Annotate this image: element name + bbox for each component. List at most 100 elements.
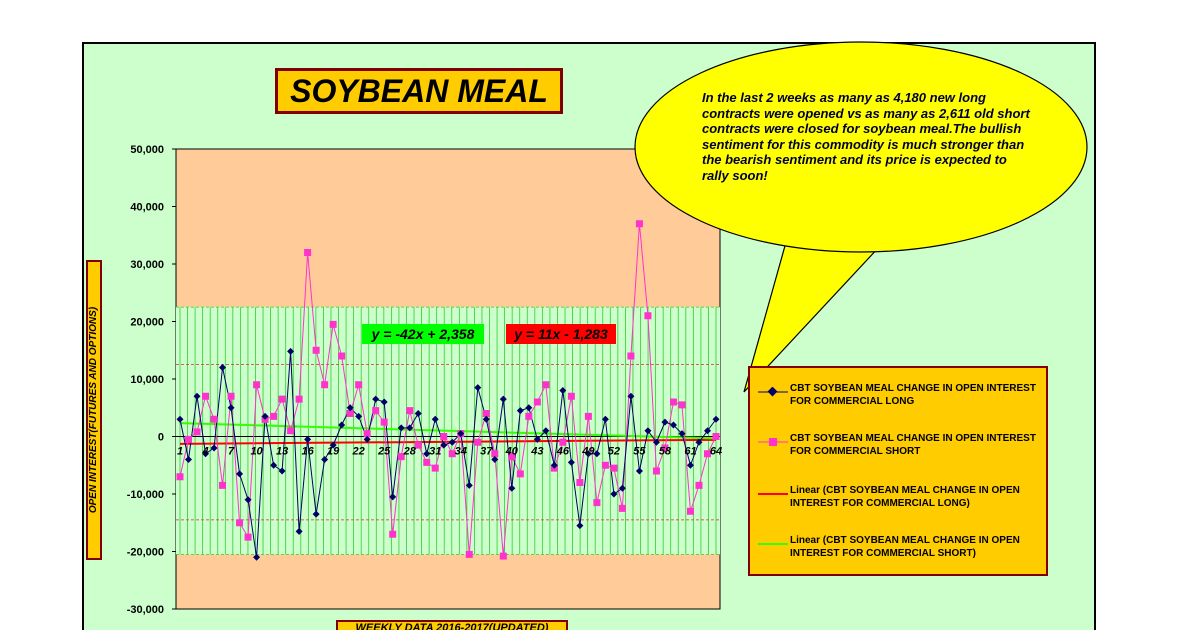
data-point-short bbox=[253, 381, 261, 389]
callout-joint bbox=[791, 228, 879, 246]
data-point-short bbox=[610, 464, 618, 472]
data-point-long bbox=[346, 404, 354, 412]
data-point-short bbox=[440, 433, 448, 440]
series-lines bbox=[179, 223, 717, 558]
data-point-short bbox=[346, 410, 354, 417]
legend-item-short: CBT SOYBEAN MEAL CHANGE IN OPEN INTEREST… bbox=[754, 432, 1044, 466]
y-axis-label: OPEN INTEREST(FUTURES AND OPTIONS) bbox=[86, 260, 102, 560]
data-point-long bbox=[185, 456, 193, 463]
data-point-long bbox=[261, 412, 269, 420]
data-point-short bbox=[516, 470, 524, 478]
y-tick-label: 50,000 bbox=[130, 144, 164, 156]
data-point-long bbox=[661, 418, 669, 426]
x-axis-label: WEEKLY DATA 2016-2017(UPDATED) bbox=[336, 620, 568, 630]
data-point-long bbox=[499, 395, 507, 403]
x-tick-label: 58 bbox=[659, 446, 672, 458]
y-tick-label: 10,000 bbox=[130, 374, 164, 386]
data-point-short bbox=[304, 249, 312, 256]
data-point-short bbox=[627, 352, 635, 360]
data-point-long bbox=[210, 444, 218, 452]
data-point-long bbox=[338, 421, 346, 429]
data-point-long bbox=[380, 398, 388, 406]
data-point-short bbox=[278, 395, 286, 403]
data-point-long bbox=[712, 415, 720, 423]
y-tick-label: 30,000 bbox=[130, 259, 164, 271]
data-point-long bbox=[618, 484, 626, 492]
data-point-short bbox=[295, 395, 303, 403]
data-point-short bbox=[559, 438, 567, 446]
x-tick-label: 34 bbox=[455, 446, 467, 458]
data-point-short bbox=[202, 392, 210, 400]
data-point-long bbox=[652, 438, 660, 446]
data-point-short bbox=[542, 381, 550, 389]
data-point-long bbox=[312, 510, 320, 518]
data-point-short bbox=[644, 312, 652, 320]
data-point-short bbox=[372, 407, 380, 415]
data-point-short bbox=[482, 410, 490, 417]
data-point-long bbox=[576, 522, 584, 530]
data-point-short bbox=[593, 499, 601, 507]
x-tick-label: 28 bbox=[403, 446, 417, 458]
x-tick-label: 43 bbox=[530, 446, 543, 458]
data-point-short bbox=[193, 428, 201, 436]
data-point-long bbox=[278, 467, 286, 475]
data-point-short bbox=[406, 407, 414, 415]
data-point-short bbox=[244, 533, 252, 541]
x-tick-label: 40 bbox=[505, 446, 519, 458]
data-point-long bbox=[584, 450, 592, 458]
series-markers bbox=[176, 220, 720, 561]
data-point-short bbox=[397, 453, 405, 461]
legend-key-short bbox=[758, 438, 788, 446]
data-point-long bbox=[253, 553, 261, 561]
data-point-long bbox=[550, 461, 558, 469]
data-point-short bbox=[329, 320, 337, 328]
data-point-long bbox=[423, 450, 431, 458]
legend-key-trend-short bbox=[758, 543, 788, 545]
callout-ellipse bbox=[634, 41, 1088, 253]
data-point-short bbox=[448, 450, 456, 458]
legend-item-long: CBT SOYBEAN MEAL CHANGE IN OPEN INTEREST… bbox=[754, 382, 1044, 416]
data-point-short bbox=[355, 381, 363, 389]
data-point-short bbox=[567, 392, 575, 400]
data-point-long bbox=[678, 430, 686, 438]
data-point-short bbox=[601, 461, 609, 469]
data-point-short bbox=[465, 550, 473, 558]
data-point-long bbox=[329, 441, 337, 449]
data-point-long bbox=[406, 424, 414, 432]
legend-label-long: CBT SOYBEAN MEAL CHANGE IN OPEN INTEREST… bbox=[790, 383, 1036, 407]
data-point-long bbox=[414, 410, 422, 417]
data-point-short bbox=[185, 435, 193, 443]
trend-equation-long: y = 11x - 1,283 bbox=[506, 324, 616, 344]
data-point-short bbox=[686, 507, 694, 515]
data-point-long bbox=[176, 415, 184, 423]
data-point-short bbox=[695, 481, 703, 489]
x-tick-label: 13 bbox=[276, 446, 288, 458]
data-point-long bbox=[270, 461, 278, 469]
data-point-short bbox=[363, 430, 371, 438]
y-tick-label: 40,000 bbox=[130, 202, 164, 214]
data-point-long bbox=[363, 435, 371, 443]
data-point-long bbox=[193, 392, 201, 400]
data-point-short bbox=[525, 412, 533, 420]
legend-key-long bbox=[758, 387, 788, 397]
data-point-long bbox=[321, 456, 329, 463]
x-tick-label: 49 bbox=[581, 446, 595, 458]
x-tick-label: 7 bbox=[228, 446, 235, 458]
data-point-long bbox=[644, 427, 652, 435]
x-tick-label: 25 bbox=[377, 446, 391, 458]
data-point-long bbox=[491, 456, 499, 463]
data-point-long bbox=[567, 458, 575, 466]
data-point-short bbox=[635, 220, 643, 228]
legend-item-trend-short: Linear (CBT SOYBEAN MEAL CHANGE IN OPEN … bbox=[754, 534, 1044, 568]
data-point-long bbox=[686, 461, 694, 469]
data-point-short bbox=[321, 381, 329, 389]
data-point-short bbox=[533, 398, 541, 406]
legend-label-short: CBT SOYBEAN MEAL CHANGE IN OPEN INTEREST… bbox=[790, 433, 1036, 457]
x-tick-label: 55 bbox=[633, 446, 646, 458]
series-line-short bbox=[179, 223, 717, 557]
data-point-short bbox=[176, 473, 184, 481]
x-tick-label: 1 bbox=[177, 446, 183, 458]
data-point-long bbox=[474, 384, 482, 392]
data-point-long bbox=[703, 427, 711, 435]
data-point-long bbox=[389, 493, 397, 501]
